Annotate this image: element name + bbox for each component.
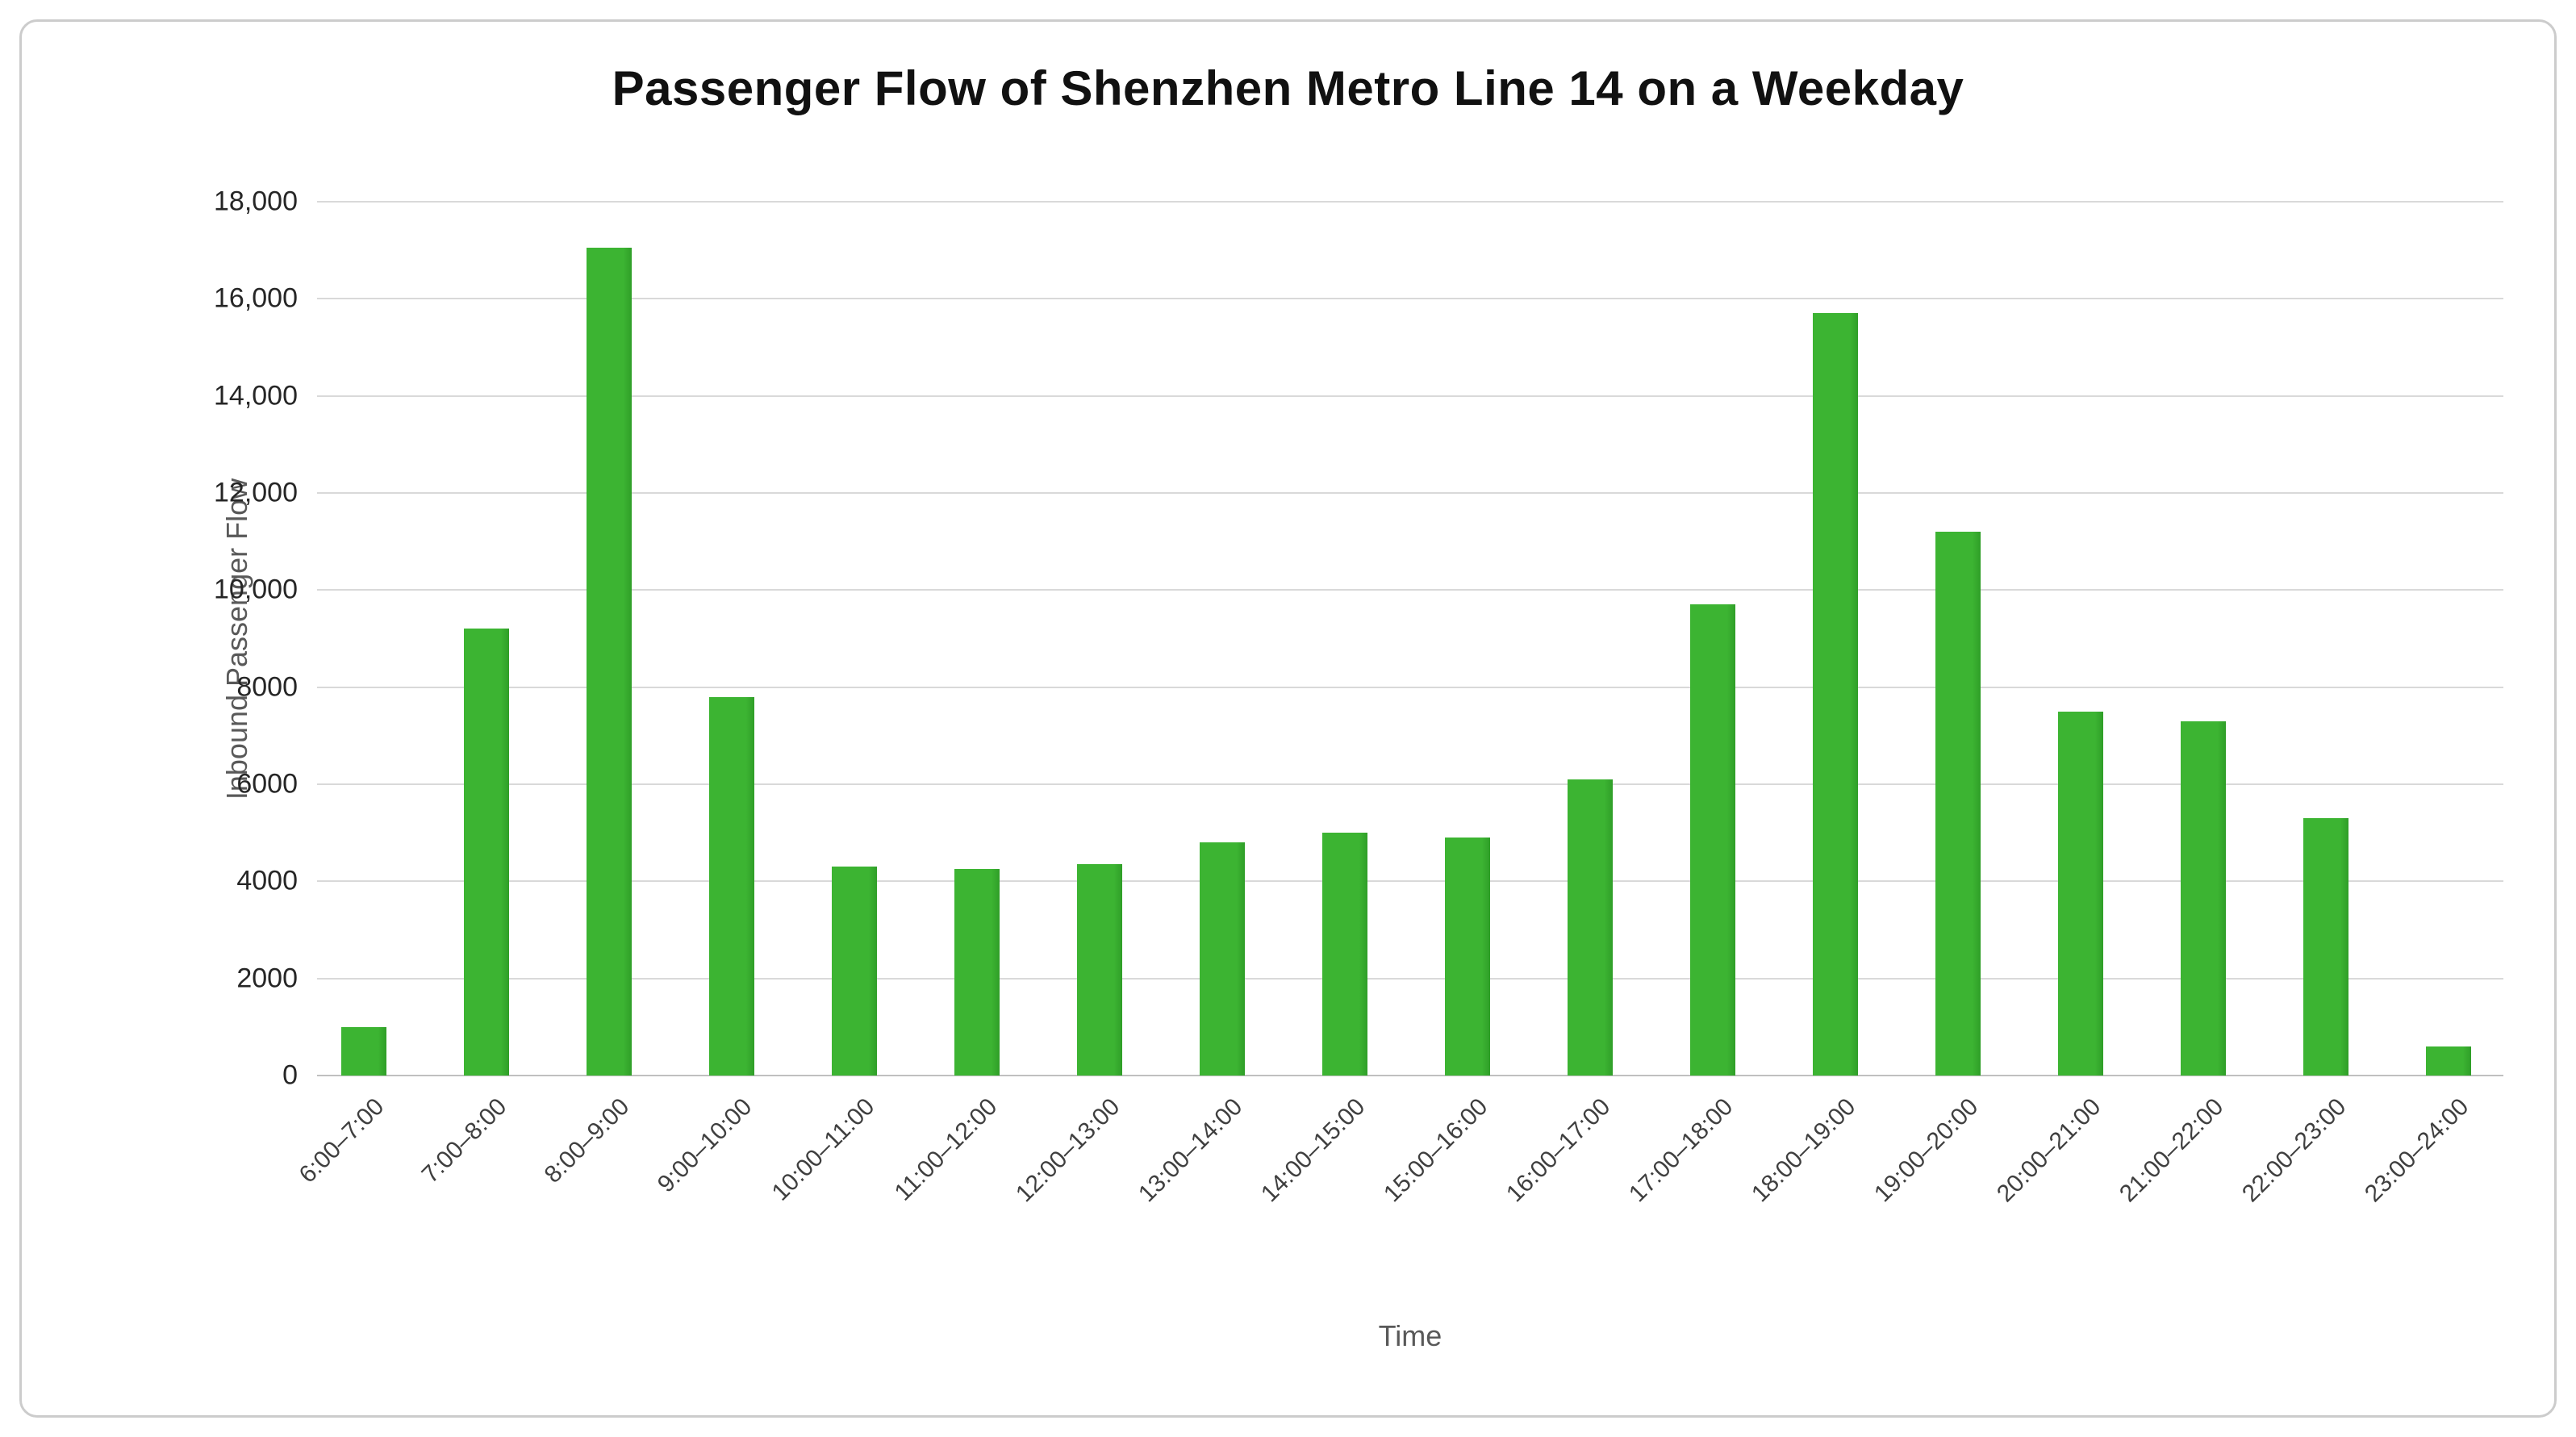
bar (1200, 842, 1245, 1076)
x-tick-label: 19:00–20:00 (1869, 1093, 1984, 1208)
bar (1322, 833, 1367, 1076)
bar (832, 867, 877, 1076)
x-tick-label: 8:00–9:00 (539, 1093, 635, 1188)
y-tick-label: 4000 (236, 865, 298, 896)
x-tick-label: 13:00–14:00 (1134, 1093, 1248, 1208)
gridline (317, 589, 2503, 591)
x-tick-label: 18:00–19:00 (1747, 1093, 1861, 1208)
gridline (317, 298, 2503, 300)
y-tick-label: 0 (282, 1059, 298, 1091)
bar (954, 869, 1000, 1076)
bar (1690, 604, 1735, 1076)
x-tick-label: 23:00–24:00 (2360, 1093, 2474, 1208)
y-tick-label: 14,000 (214, 380, 298, 411)
y-tick-label: 2000 (236, 963, 298, 994)
y-axis-title: Inbound Passenger Flow (220, 478, 254, 800)
x-tick-label: 6:00–7:00 (294, 1093, 390, 1188)
x-tick-label: 15:00–16:00 (1379, 1093, 1493, 1208)
x-tick-label: 12:00–13:00 (1011, 1093, 1125, 1208)
x-tick-label: 7:00–8:00 (416, 1093, 512, 1188)
bar (1813, 313, 1858, 1076)
x-tick-label: 14:00–15:00 (1256, 1093, 1371, 1208)
y-tick-label: 18,000 (214, 186, 298, 217)
gridline (317, 880, 2503, 883)
x-axis-line (317, 1075, 2503, 1076)
y-tick-label: 6000 (236, 768, 298, 800)
gridline (317, 492, 2503, 494)
gridline (317, 977, 2503, 980)
bar (2303, 818, 2348, 1076)
y-tick-label: 16,000 (214, 282, 298, 314)
bar (2058, 711, 2103, 1076)
gridline (317, 783, 2503, 785)
x-tick-label: 22:00–23:00 (2237, 1093, 2352, 1208)
x-axis-title: Time (1378, 1319, 1442, 1352)
x-tick-label: 10:00–11:00 (766, 1093, 880, 1206)
bar (1935, 532, 1981, 1076)
plot-area: 0 2000 4000 6000 8000 10,000 12,000 14,000 16,00… (214, 186, 2503, 1207)
y-tick-label: 8000 (236, 671, 298, 703)
bar (2181, 721, 2226, 1076)
gridline (317, 686, 2503, 688)
y-tick-label: 12,000 (214, 477, 298, 508)
gridline (317, 395, 2503, 397)
bar (1568, 779, 1613, 1076)
x-tick-label: 11:00–12:00 (889, 1093, 1003, 1206)
bar (1445, 838, 1490, 1076)
x-tick-label: 20:00–21:00 (1992, 1093, 2106, 1208)
bar (587, 248, 632, 1076)
gridline (317, 201, 2503, 203)
chart-title: Passenger Flow of Shenzhen Metro Line 14… (612, 61, 1964, 115)
x-tick-label: 9:00–10:00 (652, 1093, 758, 1198)
y-tick-label: 10,000 (214, 574, 298, 605)
bar (464, 629, 509, 1076)
bar (341, 1026, 386, 1076)
x-tick-label: 17:00–18:00 (1624, 1093, 1739, 1208)
x-tick-label: 16:00–17:00 (1501, 1093, 1616, 1208)
bar (1077, 864, 1122, 1076)
x-tick-label: 21:00–22:00 (2115, 1093, 2229, 1208)
chart-card: Passenger Flow of Shenzhen Metro Line 14… (19, 19, 2557, 1418)
bar (2426, 1046, 2471, 1076)
bar (709, 696, 754, 1076)
